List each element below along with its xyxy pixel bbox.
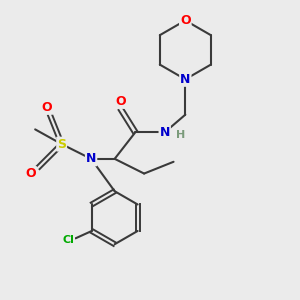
Text: N: N bbox=[86, 152, 96, 165]
Text: N: N bbox=[180, 73, 190, 86]
Text: O: O bbox=[115, 95, 126, 108]
Text: H: H bbox=[176, 130, 185, 140]
Text: O: O bbox=[26, 167, 36, 180]
Text: Cl: Cl bbox=[62, 235, 74, 245]
Text: S: S bbox=[57, 138, 66, 151]
Text: O: O bbox=[180, 14, 190, 27]
Text: N: N bbox=[160, 126, 170, 139]
Text: O: O bbox=[42, 101, 52, 114]
